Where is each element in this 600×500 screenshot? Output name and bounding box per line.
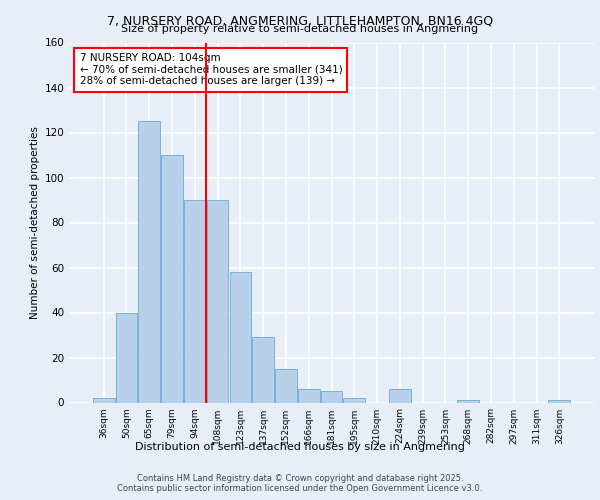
Text: 7 NURSERY ROAD: 104sqm
← 70% of semi-detached houses are smaller (341)
28% of se: 7 NURSERY ROAD: 104sqm ← 70% of semi-det… (79, 54, 342, 86)
Y-axis label: Number of semi-detached properties: Number of semi-detached properties (30, 126, 40, 319)
Text: Size of property relative to semi-detached houses in Angmering: Size of property relative to semi-detach… (121, 24, 479, 34)
Bar (298, 389, 320, 402)
Bar (230, 272, 251, 402)
Bar (548, 400, 570, 402)
Bar (207, 200, 229, 402)
Bar (253, 337, 274, 402)
Bar (320, 391, 343, 402)
Text: Contains public sector information licensed under the Open Government Licence v3: Contains public sector information licen… (118, 484, 482, 493)
Bar (275, 369, 297, 402)
Text: Distribution of semi-detached houses by size in Angmering: Distribution of semi-detached houses by … (135, 442, 465, 452)
Bar (457, 400, 479, 402)
Bar (93, 398, 115, 402)
Bar (161, 155, 183, 402)
Text: Contains HM Land Registry data © Crown copyright and database right 2025.: Contains HM Land Registry data © Crown c… (137, 474, 463, 483)
Text: 7, NURSERY ROAD, ANGMERING, LITTLEHAMPTON, BN16 4GQ: 7, NURSERY ROAD, ANGMERING, LITTLEHAMPTO… (107, 14, 493, 27)
Bar (116, 312, 137, 402)
Bar (389, 389, 410, 402)
Bar (184, 200, 206, 402)
Bar (139, 121, 160, 402)
Bar (343, 398, 365, 402)
